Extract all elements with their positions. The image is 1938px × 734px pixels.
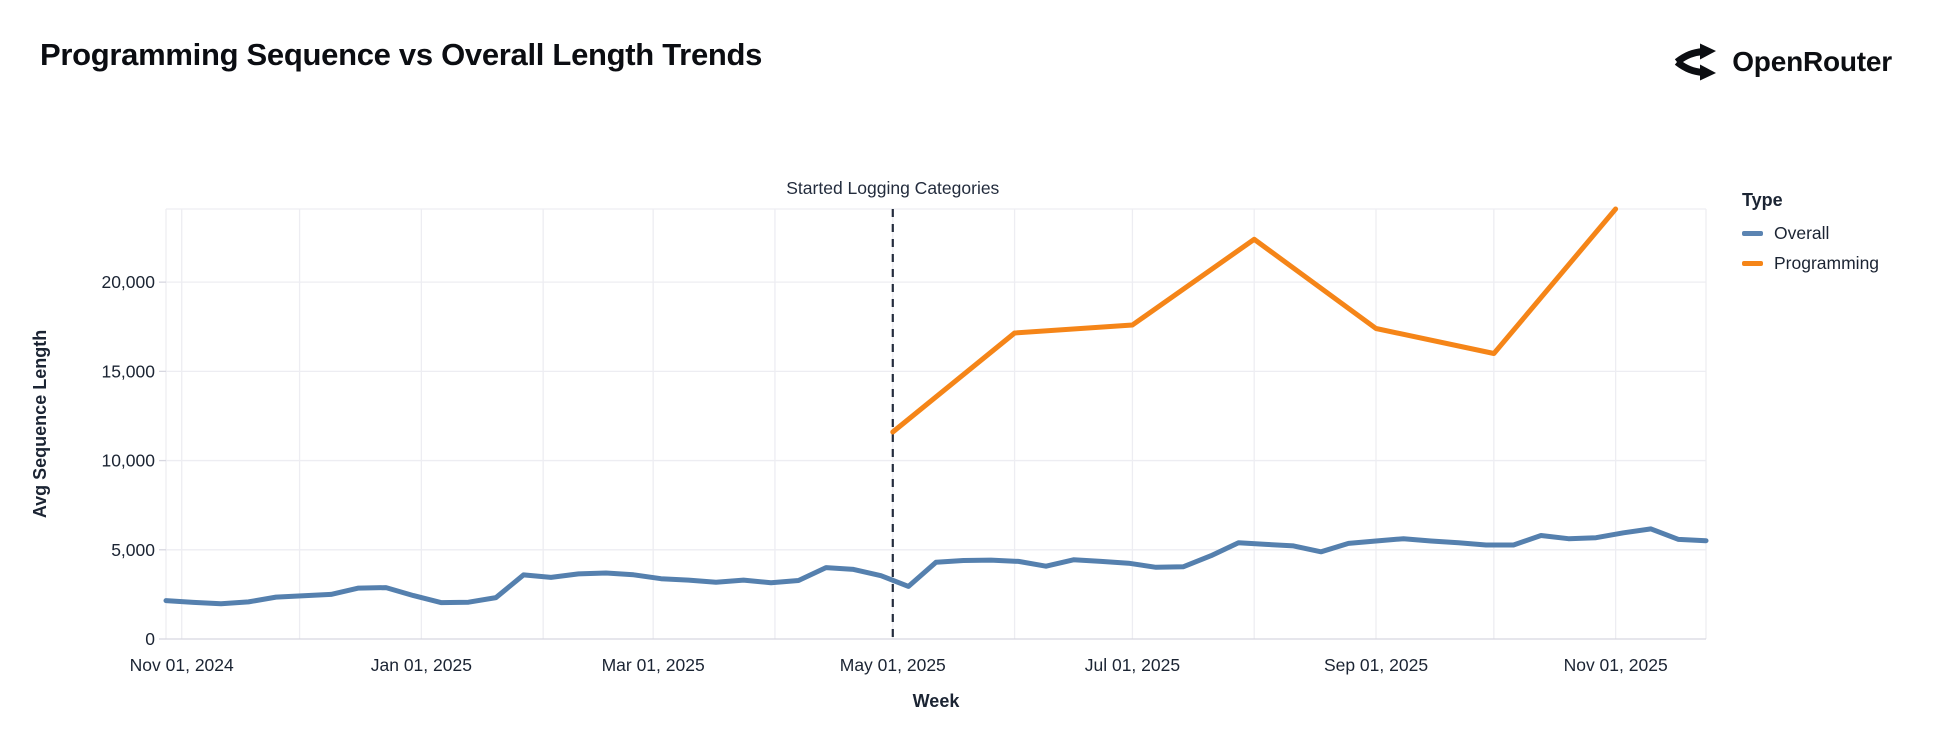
overall-series-line (163, 526, 1709, 607)
legend-title: Type (1742, 190, 1783, 210)
openrouter-logo: OpenRouter (1673, 42, 1892, 82)
legend-item-label: Programming (1774, 253, 1880, 273)
y-tick-label: 0 (145, 629, 155, 649)
x-tick-label: Sep 01, 2025 (1324, 655, 1428, 675)
x-gridlines (165, 209, 1707, 639)
annotation-label: Started Logging Categories (786, 178, 999, 198)
x-tick-label: May 01, 2025 (840, 655, 946, 675)
x-tick-label: Nov 01, 2025 (1564, 655, 1668, 675)
x-tick-label: Nov 01, 2024 (130, 655, 234, 675)
y-tick-label: 15,000 (101, 361, 155, 381)
programming-series-line (890, 206, 1619, 435)
openrouter-fork-icon (1675, 43, 1717, 81)
x-tick-label: Jan 01, 2025 (371, 655, 472, 675)
y-tick-labels: 0 5,000 10,000 15,000 20,000 (101, 272, 155, 649)
y-axis-title: Avg Sequence Length (30, 330, 50, 518)
y-tick-label: 5,000 (111, 540, 155, 560)
y-gridlines (159, 208, 1706, 640)
page-title: Programming Sequence vs Overall Length T… (40, 37, 763, 72)
y-tick-label: 20,000 (101, 272, 155, 292)
programming-swatch (1742, 261, 1763, 266)
chart-legend: Type Overall Programming (1742, 190, 1879, 274)
legend-item-overall: Overall (1742, 223, 1879, 244)
brand-name: OpenRouter (1732, 46, 1892, 77)
legend-item-programming: Programming (1742, 253, 1879, 274)
overall-swatch (1742, 231, 1763, 236)
x-tick-label: Mar 01, 2025 (602, 655, 705, 675)
x-tick-labels: Nov 01, 2024 Jan 01, 2025 Mar 01, 2025 May … (130, 655, 1668, 675)
x-axis-title: Week (913, 691, 961, 711)
y-tick-label: 10,000 (101, 451, 155, 471)
legend-item-label: Overall (1774, 223, 1830, 243)
x-tick-label: Jul 01, 2025 (1085, 655, 1180, 675)
